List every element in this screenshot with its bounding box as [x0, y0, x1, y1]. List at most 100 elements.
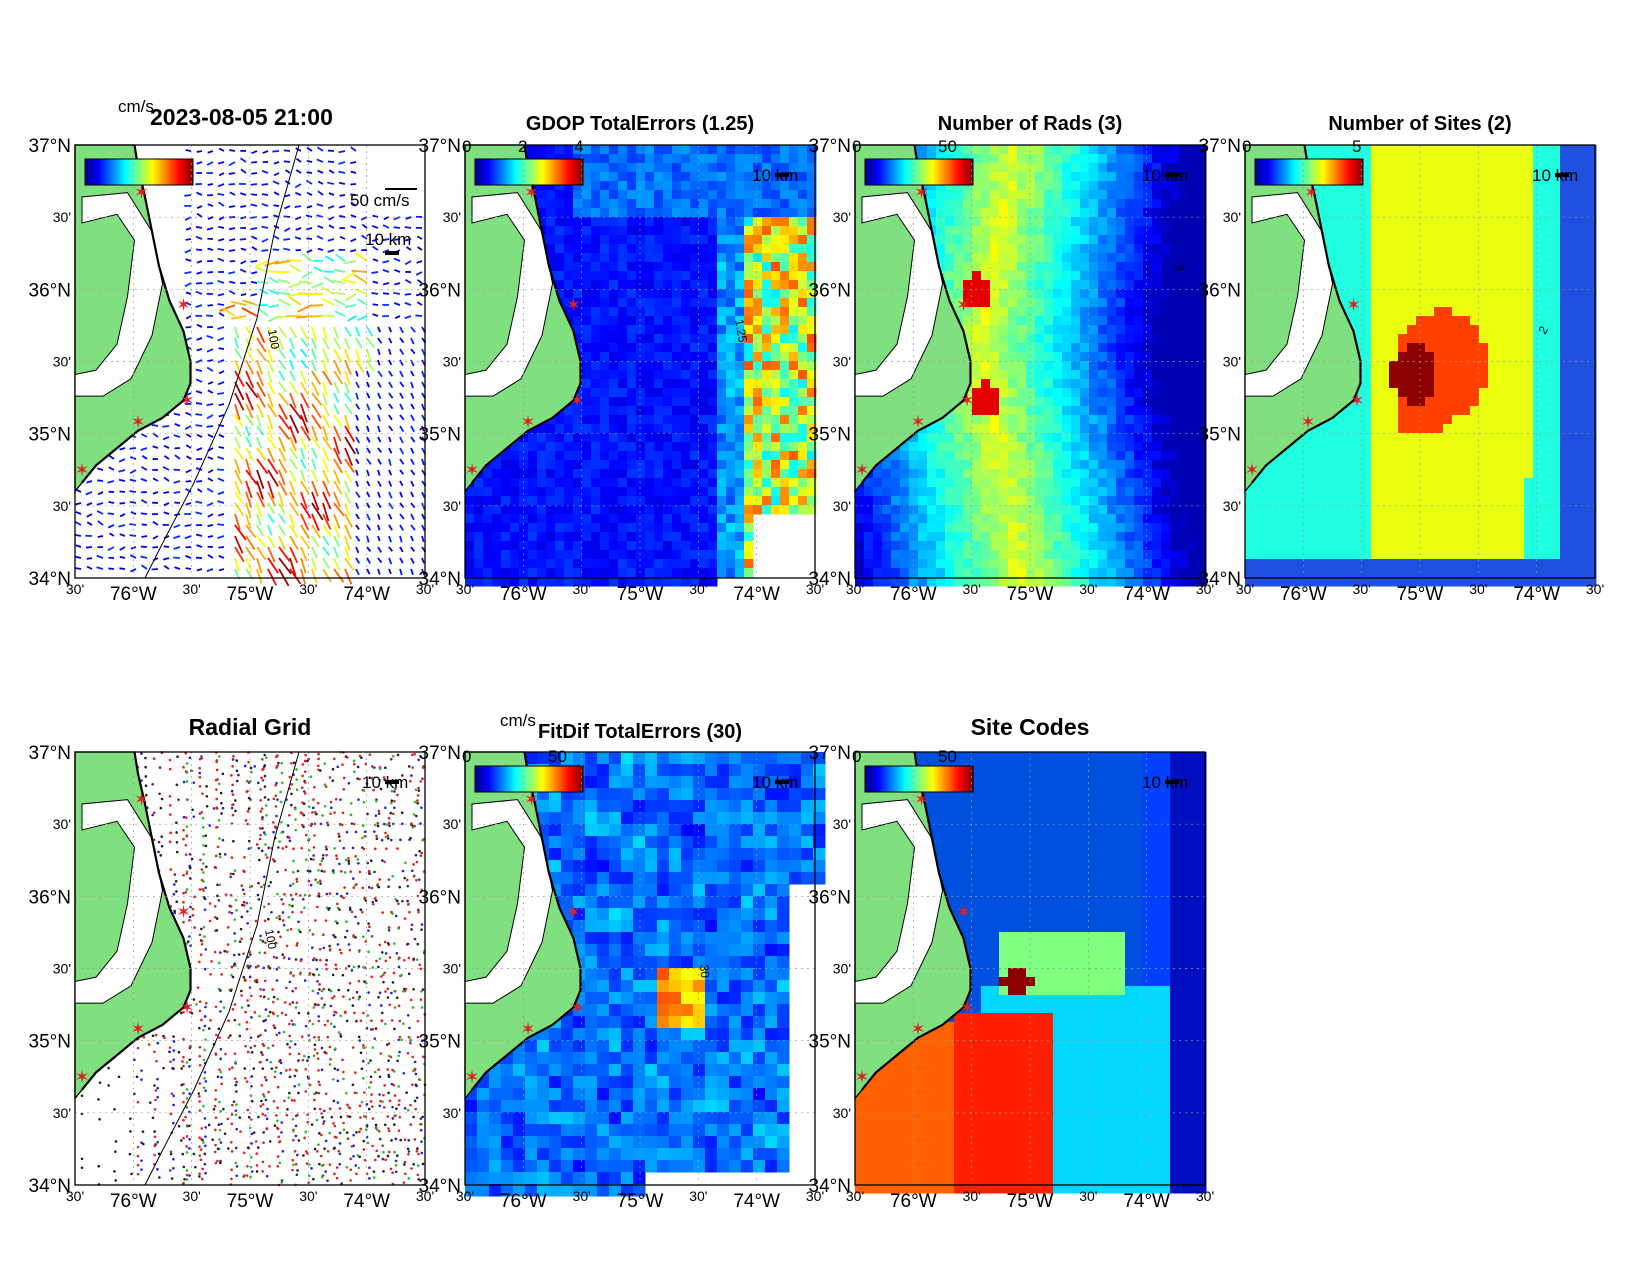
gdop-cell: [708, 496, 718, 506]
nrads-cell: [990, 469, 1000, 479]
gdop-cell: [654, 487, 664, 497]
current-arrow: [86, 480, 93, 484]
nrads-cell: [855, 577, 865, 587]
nrads-cell: [1017, 523, 1027, 533]
nrads-cell: [1197, 487, 1207, 497]
current-arrow: [163, 545, 170, 548]
nrads-cell: [936, 442, 946, 452]
nrads-cell: [981, 163, 991, 173]
gdop-cell: [771, 334, 781, 344]
current-arrow: [240, 260, 247, 265]
nrads-cell: [1053, 154, 1063, 164]
nrads-cell: [1089, 532, 1099, 542]
current-arrow: [322, 524, 332, 537]
gdop-cell: [762, 154, 772, 164]
current-arrow: [344, 546, 351, 561]
nrads-cell: [1017, 235, 1027, 245]
gdop-cell: [573, 496, 583, 506]
gdop-cell: [726, 496, 736, 506]
nrads-cell: [1125, 343, 1135, 353]
nrads-cell: [981, 190, 991, 200]
nrads-cell: [1017, 442, 1027, 452]
gdop-cell: [627, 514, 637, 524]
nrads-cell: [1008, 541, 1018, 551]
nrads-cell: [1179, 235, 1189, 245]
gdop-cell: [600, 289, 610, 299]
gdop-cell: [573, 262, 583, 272]
nrads-cell: [1134, 478, 1144, 488]
nrads-cell: [1035, 532, 1045, 542]
nrads-cell: [1017, 478, 1027, 488]
current-arrow: [269, 289, 280, 295]
current-arrow: [107, 480, 115, 484]
nrads-cell: [1026, 172, 1036, 182]
gdop-cell: [690, 451, 700, 461]
current-arrow: [119, 502, 126, 505]
gdop-cell: [591, 244, 601, 254]
gdop-cell: [528, 496, 538, 506]
current-arrow: [283, 149, 291, 152]
gdop-cell: [681, 181, 691, 191]
gdop-cell: [663, 253, 673, 263]
current-arrow: [218, 446, 225, 449]
nrads-cell: [864, 496, 874, 506]
nrads-cell: [1017, 532, 1027, 542]
current-arrow: [366, 524, 371, 531]
nrads-cell: [918, 487, 928, 497]
gdop-cell: [780, 289, 790, 299]
gdop-cell: [564, 298, 574, 308]
gdop-cell: [780, 181, 790, 191]
gdop-cell: [636, 532, 646, 542]
gdop-cell: [645, 469, 655, 479]
nrads-cell: [1062, 352, 1072, 362]
current-arrow: [333, 557, 341, 571]
current-arrow: [283, 160, 291, 163]
current-arrow: [234, 381, 245, 401]
gdop-cell: [591, 397, 601, 407]
gdop-cell: [681, 532, 691, 542]
gdop-cell: [627, 199, 637, 209]
nrads-cell: [1026, 307, 1036, 317]
gdop-cell: [636, 145, 646, 155]
nrads-cell: [1107, 298, 1117, 308]
gdop-cell: [618, 460, 628, 470]
gdop-cell: [465, 505, 475, 515]
nrads-cell: [954, 550, 964, 560]
gdop-cell: [591, 262, 601, 272]
nrads-cell: [1089, 514, 1099, 524]
gdop-cell: [726, 379, 736, 389]
nrads-cell: [936, 253, 946, 263]
current-arrow: [206, 282, 214, 285]
gdop-cell: [708, 154, 718, 164]
gdop-cell: [546, 253, 556, 263]
nrads-cell: [1026, 145, 1036, 155]
gdop-cell: [672, 541, 682, 551]
gdop-cell: [654, 415, 664, 425]
current-arrow: [278, 480, 288, 496]
gdop-cell: [573, 433, 583, 443]
gdop-cell: [609, 190, 619, 200]
gdop-cell: [600, 334, 610, 344]
currents-scalebar-label: 10 km: [365, 230, 411, 249]
gdop-cell: [699, 199, 709, 209]
nrads-cell: [1071, 424, 1081, 434]
nrads-cell: [972, 370, 982, 380]
nrads-cell: [1188, 235, 1198, 245]
gdop-cell: [636, 181, 646, 191]
gdop-cell: [807, 172, 817, 182]
nrads-cell: [1134, 397, 1144, 407]
gdop-cell: [663, 460, 673, 470]
nrads-cell: [1197, 361, 1207, 371]
nrads-cell: [1017, 163, 1027, 173]
nrads-cell: [1035, 388, 1045, 398]
nrads-cell: [873, 532, 883, 542]
gdop-cell: [744, 307, 754, 317]
nrads-cell: [1161, 388, 1171, 398]
gdop-cell: [771, 145, 781, 155]
nrads-cell: [1197, 253, 1207, 263]
gdop-cell: [600, 379, 610, 389]
gdop-cell: [771, 271, 781, 281]
gdop-cell: [663, 397, 673, 407]
nrads-cell: [1026, 208, 1036, 218]
gdop-cell: [789, 451, 799, 461]
